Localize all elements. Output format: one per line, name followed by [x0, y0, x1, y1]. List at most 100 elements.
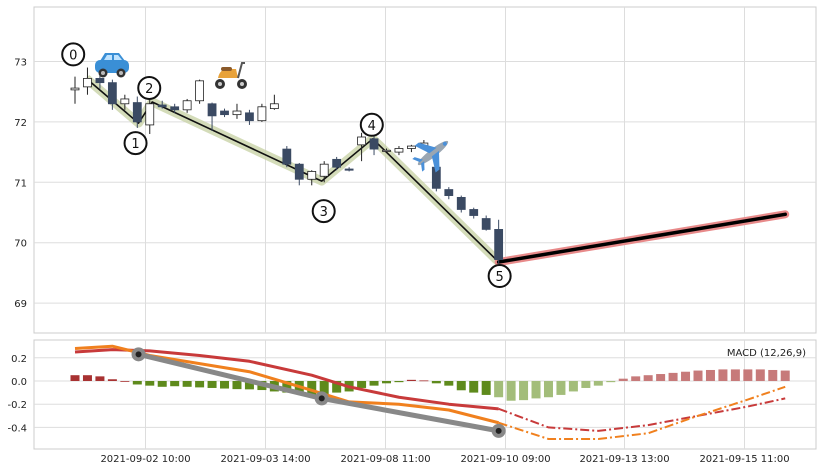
price-y-tick-label: 70 [14, 239, 27, 250]
candle [220, 108, 229, 118]
histogram-bar [182, 381, 192, 387]
histogram-bar [780, 370, 790, 381]
macd-line [74, 344, 500, 425]
histogram-bar [693, 370, 703, 381]
histogram-bar [107, 379, 117, 381]
histogram-bar [145, 381, 155, 386]
histogram-bar [220, 381, 230, 389]
histogram-bar [481, 381, 491, 395]
candle [207, 102, 217, 131]
svg-text:5: 5 [495, 270, 503, 285]
histogram-bar [319, 381, 329, 396]
divergence-point [314, 391, 329, 406]
candle [456, 195, 466, 213]
pattern-icons [95, 53, 449, 173]
candle [245, 109, 254, 125]
pivot-label: 0 [61, 42, 86, 67]
candle [469, 207, 479, 219]
histogram-bar [668, 372, 678, 381]
pivot-label: 4 [359, 112, 384, 137]
projection-line [496, 212, 787, 264]
candle [145, 97, 155, 134]
candle [157, 100, 167, 109]
histogram-bar [606, 381, 616, 383]
candle [394, 146, 404, 156]
x-tick-label: 2021-09-03 14:00 [220, 454, 310, 465]
indicator-y-tick-labels: 0.2 0.0 -0.2 -0.4 [7, 354, 27, 435]
histogram-bar [705, 369, 715, 381]
histogram-bar [170, 381, 180, 387]
indicator-y-tick-label: 0.0 [11, 377, 27, 388]
pivot-label: 2 [137, 75, 162, 100]
candle [182, 98, 192, 113]
histogram-bar [244, 381, 254, 390]
candle [195, 79, 205, 104]
pivot-label: 5 [487, 264, 512, 289]
price-y-tick-label: 72 [14, 118, 27, 129]
histogram-bar [531, 381, 541, 399]
candle [282, 146, 292, 168]
candle [357, 132, 366, 162]
svg-text:1: 1 [131, 137, 139, 152]
histogram-bar [70, 375, 80, 381]
candle [232, 103, 242, 119]
candle [120, 94, 130, 110]
histogram-bar [469, 381, 479, 393]
histogram-bar [431, 381, 441, 384]
svg-text:0: 0 [69, 48, 77, 63]
x-tick-label: 2021-09-15 11:00 [699, 454, 789, 465]
histogram-bar [157, 381, 167, 387]
macd-histogram [70, 369, 790, 401]
candle [294, 162, 304, 186]
candle [494, 219, 504, 264]
zigzag-line [85, 77, 500, 263]
candles-layer [70, 67, 504, 264]
car-icon [95, 53, 129, 78]
histogram-bar [406, 379, 416, 381]
x-tick-label: 2021-09-10 09:00 [460, 454, 550, 465]
price-y-tick-labels: 69 70 71 72 73 [14, 58, 27, 311]
histogram-bar [232, 381, 242, 390]
histogram-bar [656, 374, 666, 381]
divergence-layer [131, 347, 506, 438]
histogram-bar [456, 381, 466, 391]
price-grid [34, 7, 816, 333]
candle [332, 156, 342, 171]
candle [344, 167, 354, 172]
macd-lines [74, 344, 786, 440]
histogram-bar [643, 375, 653, 381]
histogram-bar [543, 381, 553, 398]
price-y-tick-label: 71 [14, 178, 27, 189]
candle [269, 94, 279, 110]
histogram-bar [506, 381, 516, 401]
histogram-bar [718, 369, 728, 381]
histogram-bar [382, 381, 391, 384]
candle [132, 96, 142, 128]
histogram-bar [282, 381, 292, 393]
x-tick-labels: 2021-09-02 10:00 2021-09-03 14:00 2021-09-… [100, 454, 789, 465]
histogram-bar [82, 375, 92, 381]
histogram-bar [631, 376, 641, 381]
candle [257, 103, 267, 122]
zigzag-layer [83, 74, 790, 267]
svg-text:4: 4 [368, 119, 376, 134]
divergence-point [491, 423, 506, 438]
price-y-tick-label: 69 [14, 299, 27, 310]
histogram-bar [419, 380, 429, 382]
price-y-tick-label: 73 [14, 58, 27, 69]
histogram-bar [357, 381, 367, 388]
indicator-y-tick-label: 0.2 [11, 354, 27, 365]
airplane-icon [412, 140, 449, 173]
histogram-bar [743, 369, 753, 381]
x-tick-label: 2021-09-13 13:00 [579, 454, 669, 465]
svg-text:2: 2 [145, 82, 153, 97]
candle [83, 67, 92, 95]
divergence-point [131, 347, 146, 362]
histogram-bar [618, 378, 628, 381]
histogram-bar [519, 381, 529, 401]
svg-text:3: 3 [320, 205, 328, 220]
candle [70, 76, 80, 104]
candle [307, 170, 317, 186]
x-tick-label: 2021-09-02 10:00 [100, 454, 190, 465]
histogram-bar [207, 381, 217, 388]
